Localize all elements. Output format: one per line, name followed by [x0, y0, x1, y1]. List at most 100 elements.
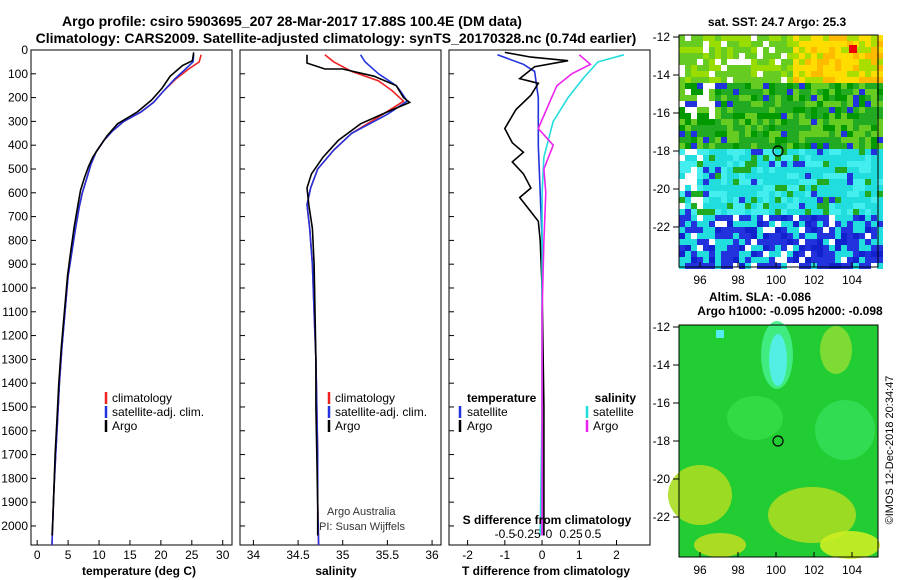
- sst-cell: [715, 47, 721, 53]
- sst-cell: [745, 209, 751, 215]
- sst-cell: [709, 47, 715, 53]
- sst-cell: [877, 83, 883, 89]
- sst-cell: [727, 131, 733, 137]
- sst-cell: [841, 119, 847, 125]
- sst-cell: [751, 101, 757, 107]
- sst-cell: [877, 161, 883, 167]
- sst-cell: [787, 173, 793, 179]
- sst-cell: [823, 125, 829, 131]
- sst-cell: [781, 53, 787, 59]
- sst-cell: [835, 131, 841, 137]
- sst-cell: [751, 47, 757, 53]
- sst-cell: [697, 137, 703, 143]
- sst-cell: [739, 179, 745, 185]
- sst-cell: [703, 59, 709, 65]
- sst-cell: [811, 215, 817, 221]
- s-tick-label: 0.5: [585, 527, 602, 541]
- sst-cell: [775, 197, 781, 203]
- sst-cell: [841, 137, 847, 143]
- sst-cell: [733, 221, 739, 227]
- sst-cell: [691, 83, 697, 89]
- sst-cell: [871, 191, 877, 197]
- x-tick-label: 15: [123, 548, 137, 562]
- sst-cell: [703, 89, 709, 95]
- sst-cell: [775, 53, 781, 59]
- map-y-tick-label: -22: [653, 220, 671, 234]
- series-line-2: [306, 54, 412, 536]
- sst-cell: [691, 257, 697, 263]
- sst-cell: [847, 167, 853, 173]
- sst-cell: [781, 125, 787, 131]
- sst-cell: [817, 53, 823, 59]
- sst-cell: [877, 77, 883, 83]
- sst-cell: [847, 95, 853, 101]
- sst-cell: [697, 101, 703, 107]
- sst-cell: [679, 89, 685, 95]
- sst-cell: [781, 173, 787, 179]
- sst-cell: [763, 35, 769, 41]
- sst-cell: [835, 263, 841, 269]
- sst-cell: [751, 71, 757, 77]
- sst-cell: [709, 251, 715, 257]
- sst-cell: [853, 101, 859, 107]
- sst-cell: [793, 47, 799, 53]
- sst-cell: [775, 215, 781, 221]
- sst-cell: [751, 131, 757, 137]
- sst-cell: [805, 83, 811, 89]
- sst-cell: [787, 257, 793, 263]
- sst-cell: [727, 203, 733, 209]
- sst-cell: [685, 113, 691, 119]
- sst-cell: [763, 137, 769, 143]
- sst-cell: [859, 65, 865, 71]
- sst-cell: [685, 89, 691, 95]
- sst-cell: [709, 215, 715, 221]
- sst-cell: [799, 83, 805, 89]
- sst-cell: [859, 239, 865, 245]
- sst-cell: [733, 185, 739, 191]
- sst-cell: [847, 53, 853, 59]
- sst-cell: [865, 101, 871, 107]
- sst-cell: [835, 47, 841, 53]
- sst-cell: [733, 251, 739, 257]
- map-y-tick-label: -18: [653, 434, 671, 448]
- depth-tick-label: 400: [8, 138, 28, 152]
- sst-cell: [769, 59, 775, 65]
- sst-cell: [871, 257, 877, 263]
- sst-cell: [829, 119, 835, 125]
- sst-cell: [811, 185, 817, 191]
- sst-cell: [805, 101, 811, 107]
- sst-cell: [829, 149, 835, 155]
- sst-cell: [793, 191, 799, 197]
- sst-cell: [685, 83, 691, 89]
- sst-cell: [811, 77, 817, 83]
- sst-cell: [685, 35, 691, 41]
- sst-cell: [787, 203, 793, 209]
- sst-cell: [703, 155, 709, 161]
- sst-cell: [871, 131, 877, 137]
- sst-cell: [781, 245, 787, 251]
- sst-cell: [811, 59, 817, 65]
- sst-cell: [811, 125, 817, 131]
- sst-cell: [805, 95, 811, 101]
- sst-cell: [805, 59, 811, 65]
- map-y-tick-label: -14: [653, 358, 671, 372]
- sst-cell: [787, 209, 793, 215]
- sst-cell: [697, 77, 703, 83]
- sst-cell: [871, 185, 877, 191]
- sst-cell: [799, 137, 805, 143]
- sst-cell: [841, 89, 847, 95]
- sst-cell: [709, 227, 715, 233]
- sst-cell: [721, 125, 727, 131]
- sst-cell: [787, 143, 793, 149]
- sst-cell: [715, 65, 721, 71]
- sst-cell: [733, 203, 739, 209]
- sst-cell: [679, 209, 685, 215]
- sst-cell: [763, 191, 769, 197]
- sla-blob: [727, 396, 783, 440]
- sst-cell: [709, 149, 715, 155]
- sst-cell: [859, 89, 865, 95]
- sst-cell: [877, 221, 883, 227]
- temperature-profile-lines: [51, 52, 202, 546]
- sst-cell: [703, 185, 709, 191]
- sst-cell: [871, 155, 877, 161]
